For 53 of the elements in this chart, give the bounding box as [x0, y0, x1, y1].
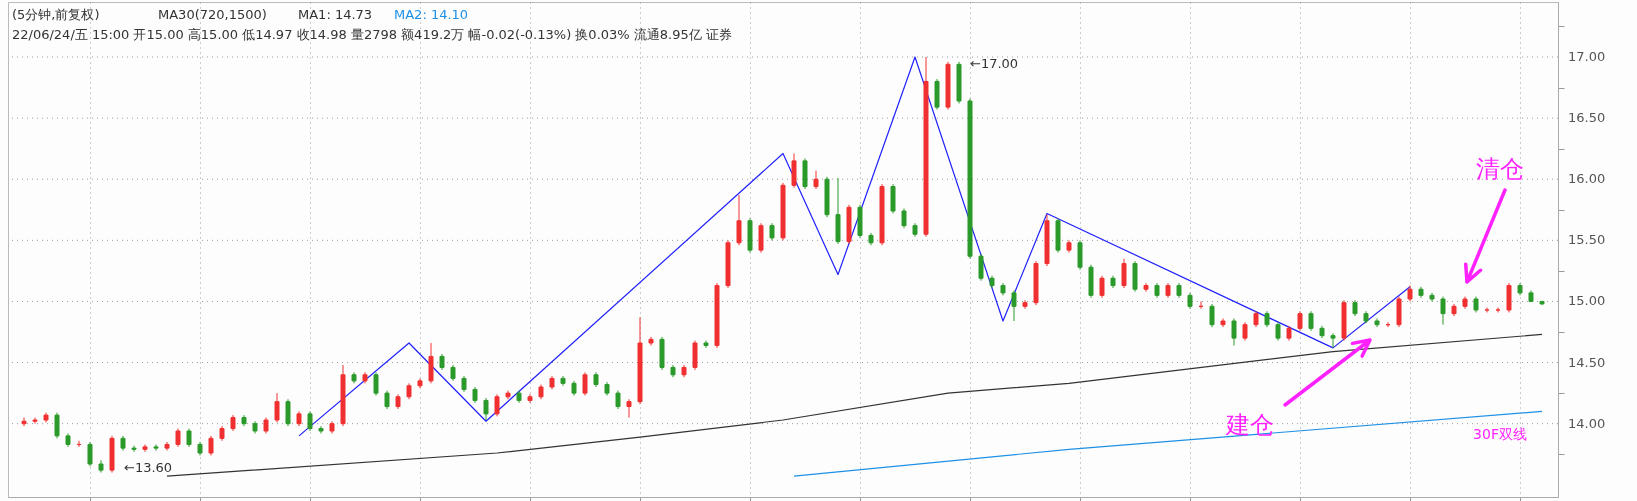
- chart-title: (5分钟,前复权): [12, 7, 100, 22]
- y-tick-label: 14.00: [1568, 415, 1606, 431]
- y-tick-label: 15.50: [1568, 232, 1606, 248]
- candlestick: [373, 371, 379, 397]
- candlestick: [1209, 303, 1215, 328]
- y-tick-label: 15.00: [1568, 293, 1606, 309]
- annotation: ←17.00: [970, 56, 1019, 71]
- candlestick: [54, 412, 60, 439]
- candlestick: [153, 443, 159, 452]
- candlestick: [1121, 258, 1127, 289]
- y-tick-label: 16.50: [1568, 110, 1606, 126]
- candlestick: [307, 410, 313, 432]
- candlestick: [1330, 332, 1336, 349]
- candlestick: [736, 194, 742, 246]
- y-tick-label: 17.00: [1568, 49, 1606, 64]
- candlestick: [626, 398, 632, 419]
- candlestick: [1275, 321, 1281, 342]
- candlestick: [1231, 318, 1237, 346]
- annotation: 清仓: [1476, 155, 1524, 183]
- candlestick: [186, 428, 192, 448]
- candlestick: [384, 390, 390, 410]
- candlestick: [285, 398, 291, 427]
- candlestick: [483, 397, 489, 421]
- candlestick: [1011, 289, 1017, 322]
- candlestick: [208, 435, 214, 456]
- candlestick: [1308, 310, 1314, 332]
- line-series: [298, 56, 1411, 437]
- candlestick: [21, 417, 27, 427]
- candlestick: [1099, 275, 1105, 299]
- annotation: 30F双线: [1473, 426, 1527, 442]
- candlestick: [1242, 321, 1248, 342]
- text: 22/06/24/五 15:00 开15.00 高15.00 低14.97 收14.98 量2798 额419.2万 幅-0.02(-0.13%) 换0.03% 流通8.95亿 证券: [12, 27, 732, 42]
- candlestick: [582, 371, 588, 397]
- candlestick: [1440, 296, 1446, 326]
- text: MA1: 14.73: [298, 7, 373, 22]
- annotation: 建仓: [1225, 411, 1274, 439]
- candlestick: [615, 390, 621, 410]
- candlestick: [901, 208, 907, 229]
- candlestick: [978, 253, 984, 282]
- candlestick: [175, 428, 181, 448]
- legend-title: MA30(720,1500): [158, 7, 267, 22]
- candlestick: [131, 445, 137, 453]
- y-tick-label: 14.50: [1568, 354, 1606, 370]
- candlestick: [87, 441, 93, 467]
- candlestick: [813, 170, 819, 190]
- candlestick: [32, 417, 38, 425]
- candlestick: [494, 393, 500, 417]
- annotation: ←13.60: [124, 460, 173, 475]
- candlestick: [274, 392, 280, 423]
- text: MA2: 14.10: [394, 7, 469, 22]
- candlestick: [142, 443, 148, 453]
- candlestick: [1297, 310, 1303, 332]
- y-tick-label: 16.00: [1568, 171, 1606, 187]
